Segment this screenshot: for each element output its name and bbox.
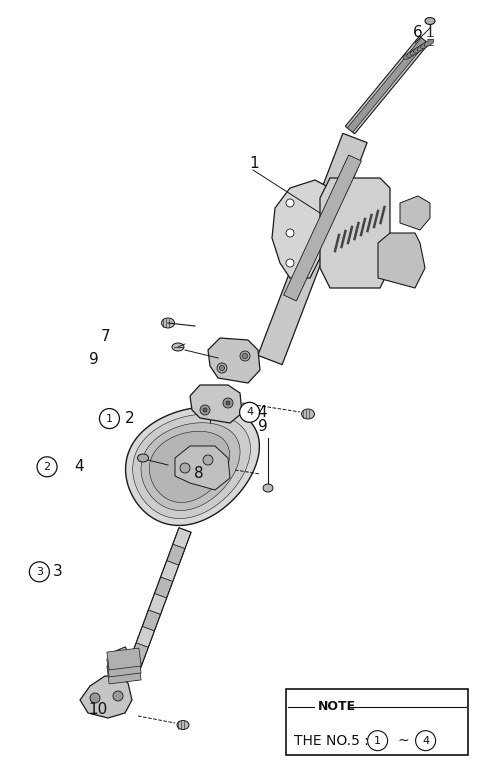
Polygon shape [346, 37, 429, 134]
Ellipse shape [177, 720, 189, 730]
Ellipse shape [161, 318, 175, 328]
Polygon shape [320, 178, 390, 288]
Circle shape [240, 351, 250, 361]
Ellipse shape [425, 17, 435, 24]
Text: 9: 9 [258, 419, 267, 434]
Text: THE NO.5 :: THE NO.5 : [294, 734, 369, 748]
Text: 9: 9 [89, 352, 98, 367]
Text: 2: 2 [125, 411, 134, 426]
Text: 7: 7 [101, 329, 110, 345]
Text: 1: 1 [250, 156, 259, 171]
Polygon shape [111, 647, 137, 682]
Polygon shape [208, 338, 260, 383]
Ellipse shape [403, 52, 413, 60]
Polygon shape [348, 38, 427, 132]
Circle shape [29, 562, 49, 582]
Polygon shape [130, 643, 148, 664]
Text: 4: 4 [422, 736, 429, 745]
Polygon shape [107, 655, 141, 677]
Polygon shape [378, 233, 425, 288]
Circle shape [90, 693, 100, 703]
Circle shape [286, 229, 294, 237]
Text: 3: 3 [36, 567, 43, 576]
Ellipse shape [417, 44, 427, 51]
Circle shape [240, 402, 260, 422]
Circle shape [286, 199, 294, 207]
Polygon shape [173, 527, 191, 548]
Polygon shape [124, 659, 142, 680]
Circle shape [368, 731, 387, 751]
Circle shape [242, 353, 248, 359]
Polygon shape [190, 385, 242, 423]
Text: 3: 3 [53, 564, 62, 580]
Text: 1: 1 [374, 736, 381, 745]
Text: 4: 4 [74, 459, 84, 475]
Ellipse shape [172, 343, 184, 351]
Polygon shape [161, 561, 179, 582]
Polygon shape [132, 414, 251, 519]
Polygon shape [141, 422, 240, 510]
Polygon shape [155, 577, 173, 598]
Ellipse shape [420, 41, 430, 49]
Polygon shape [107, 662, 141, 684]
Polygon shape [149, 431, 229, 503]
Polygon shape [80, 676, 132, 718]
Circle shape [223, 398, 233, 408]
Polygon shape [107, 648, 141, 670]
Polygon shape [258, 133, 367, 365]
Text: 10: 10 [89, 702, 108, 717]
FancyBboxPatch shape [286, 689, 468, 755]
Ellipse shape [424, 39, 434, 47]
Ellipse shape [137, 454, 148, 462]
Text: 4: 4 [258, 405, 267, 420]
Circle shape [219, 366, 225, 370]
Ellipse shape [414, 46, 423, 53]
Text: NOTE: NOTE [318, 700, 356, 713]
Polygon shape [167, 544, 185, 565]
Text: 6: 6 [413, 25, 422, 40]
Circle shape [226, 401, 230, 405]
Ellipse shape [263, 484, 273, 492]
Polygon shape [272, 180, 330, 278]
Circle shape [416, 731, 435, 751]
Polygon shape [148, 594, 167, 615]
Circle shape [203, 408, 207, 412]
Polygon shape [284, 155, 361, 301]
Text: 2: 2 [44, 462, 50, 471]
Ellipse shape [410, 48, 420, 55]
Text: 8: 8 [194, 465, 204, 481]
Ellipse shape [301, 409, 314, 419]
Text: 1: 1 [106, 414, 113, 423]
Text: ~: ~ [398, 734, 409, 748]
Circle shape [200, 405, 210, 415]
Circle shape [286, 259, 294, 267]
Circle shape [113, 691, 123, 701]
Circle shape [99, 408, 120, 429]
Text: 4: 4 [246, 408, 253, 417]
Polygon shape [142, 610, 160, 631]
Polygon shape [175, 446, 230, 490]
Circle shape [203, 455, 213, 465]
Circle shape [180, 463, 190, 473]
Ellipse shape [407, 50, 416, 58]
Polygon shape [126, 407, 259, 525]
Circle shape [37, 457, 57, 477]
Polygon shape [400, 196, 430, 230]
Polygon shape [136, 626, 155, 647]
Circle shape [217, 363, 227, 373]
